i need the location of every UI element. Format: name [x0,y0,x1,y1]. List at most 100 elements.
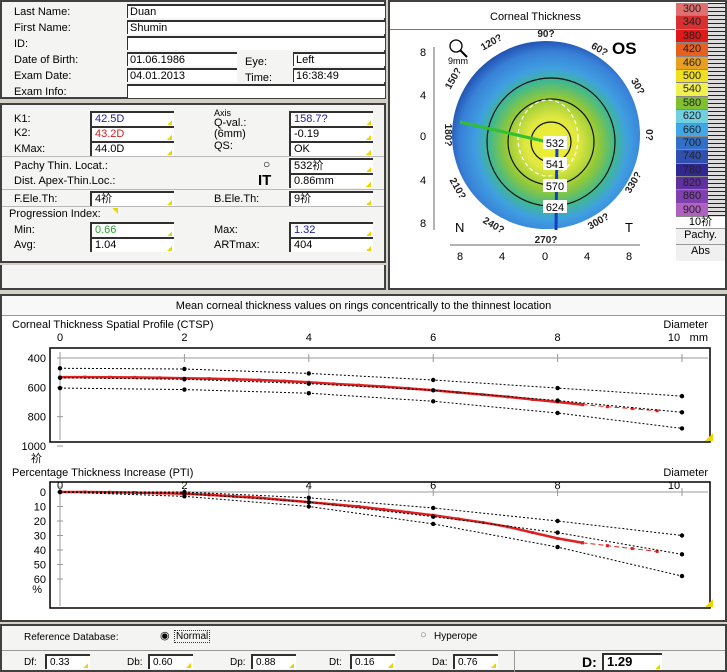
normal-lower-point [555,544,560,550]
db-value[interactable]: 0.60 [148,654,193,669]
x-tick-label: 8 [555,480,561,492]
dist-apex-label: Dist. Apex-Thin.Loc.: [14,175,116,187]
b-ele-label: B.Ele.Th: [214,193,260,205]
pachy-thin-value[interactable]: 532祄 [289,158,373,173]
max-value[interactable]: 1.32 [289,222,373,237]
x-tick-label: 4 [306,480,312,492]
normal-upper-point [57,366,63,371]
patient-extrapolated-point [605,544,609,548]
progression-info-icon[interactable] [112,208,118,214]
dt-value[interactable]: 0.16 [350,654,395,669]
angle-label: 270? [535,235,558,246]
reference-db-label: Reference Database: [24,632,119,643]
da-value[interactable]: 0.76 [453,654,498,669]
last-name-label: Last Name: [14,6,71,18]
x-unit: mm [690,332,708,344]
x-tick: 8 [626,251,632,263]
patient-point [357,383,361,387]
thickness-map[interactable]: 8 4 0 4 8 8 4 0 4 8 532 541 570 624 90? … [390,2,675,290]
k1-label: K1: [14,113,31,125]
normal-upper-point [555,385,560,391]
patient-point [332,502,336,506]
angle-label: 240? [481,215,506,236]
hyperope-radio[interactable]: ○ [420,629,427,641]
qs-value[interactable]: OK [289,141,373,156]
x-axis-label: Diameter [663,319,708,331]
patient-point [381,507,385,511]
patient-extrapolated-point [630,407,634,411]
k1-value[interactable]: 42.5D [90,111,174,126]
resize-corner-icon[interactable] [705,433,713,441]
min-label: Min: [14,224,35,236]
normal-upper-point [679,393,685,399]
color-scale[interactable]: 300 340 380 420 460 500 540 580 620 660 700 740 780 8… [676,3,708,218]
patient-extrapolated-point [655,549,659,553]
x-tick: 8 [457,251,463,263]
avg-value[interactable]: 1.04 [90,237,174,252]
dist-apex-value[interactable]: 0.86mm [289,173,373,188]
chart-title: Percentage Thickness Increase (PTI) [12,467,193,479]
patient-point [158,491,162,495]
df-value[interactable]: 0.33 [45,654,90,669]
normal-upper-point [182,366,187,372]
pachymetry-disc [452,41,640,229]
patient-point [406,386,410,390]
x-tick-label: 2 [181,332,187,344]
normal-lower-point [431,399,436,404]
corneal-thickness-map-panel: Corneal Thickness 8 4 0 4 8 8 4 0 4 8 53… [388,0,727,290]
axis-value[interactable]: 158.7? [289,111,373,126]
nasal-label: N [455,220,464,235]
y-tick-label: 400 [28,353,46,365]
d-value[interactable]: 1.29 [602,653,662,670]
resize-corner-icon[interactable] [705,599,713,607]
scale-entry: 900 [676,203,708,218]
dob-field[interactable]: 01.06.1986 [127,52,237,66]
x-tick-label: 6 [430,480,436,492]
exam-info-field[interactable] [127,84,385,98]
scale-entry: 460 [676,56,708,70]
time-field[interactable]: 16:38:49 [293,68,385,82]
patient-extrapolated-point [605,405,609,409]
eye-label: OS [612,39,637,58]
y-tick-label: 600 [28,382,46,394]
dp-value[interactable]: 0.88 [251,654,296,669]
scale-step[interactable]: 10祄 [676,213,725,229]
angle-label: 30? [628,77,646,97]
patient-point [158,376,162,380]
axis-label: Axis [214,108,232,118]
patient-point [257,496,261,500]
patient-extrapolated-point [580,403,584,407]
patient-point [207,377,211,381]
b-ele-value[interactable]: 9祄 [289,191,373,206]
normal-mean-point [57,375,63,380]
scale-entry: 620 [676,110,708,124]
kmax-value[interactable]: 44.0D [90,141,174,156]
y-tick-label: 40 [34,545,46,557]
normal-mean-point [431,388,436,393]
patient-point [531,531,535,535]
zoom-icon[interactable] [449,39,468,58]
map-type[interactable]: Pachy. [676,229,725,245]
eye-field[interactable]: Left [293,52,385,66]
f-ele-value[interactable]: 4祄 [90,191,174,206]
exam-date-field[interactable]: 04.01.2013 [127,68,237,82]
last-name-field[interactable]: Duan [127,4,385,18]
hyperope-option-label[interactable]: Hyperope [434,631,478,642]
map-mode[interactable]: Abs [676,245,725,261]
ring-value: 624 [546,202,564,214]
patient-point [556,536,560,540]
x-tick: 4 [499,251,505,263]
normal-radio[interactable]: ◉ [160,630,170,642]
scale-entry: 580 [676,96,708,111]
normal-option-label[interactable]: Normal [174,630,211,643]
patient-point [531,398,535,402]
id-field[interactable] [127,36,385,50]
k2-label: K2: [14,127,31,139]
normal-mean-point [679,410,685,415]
qval-value[interactable]: -0.19 [289,126,373,141]
artmax-value[interactable]: 404 [289,237,373,252]
min-value[interactable]: 0.66 [90,222,174,237]
avg-label: Avg: [14,239,36,251]
k2-value[interactable]: 43.2D [90,126,174,141]
first-name-field[interactable]: Shumin [127,20,385,34]
